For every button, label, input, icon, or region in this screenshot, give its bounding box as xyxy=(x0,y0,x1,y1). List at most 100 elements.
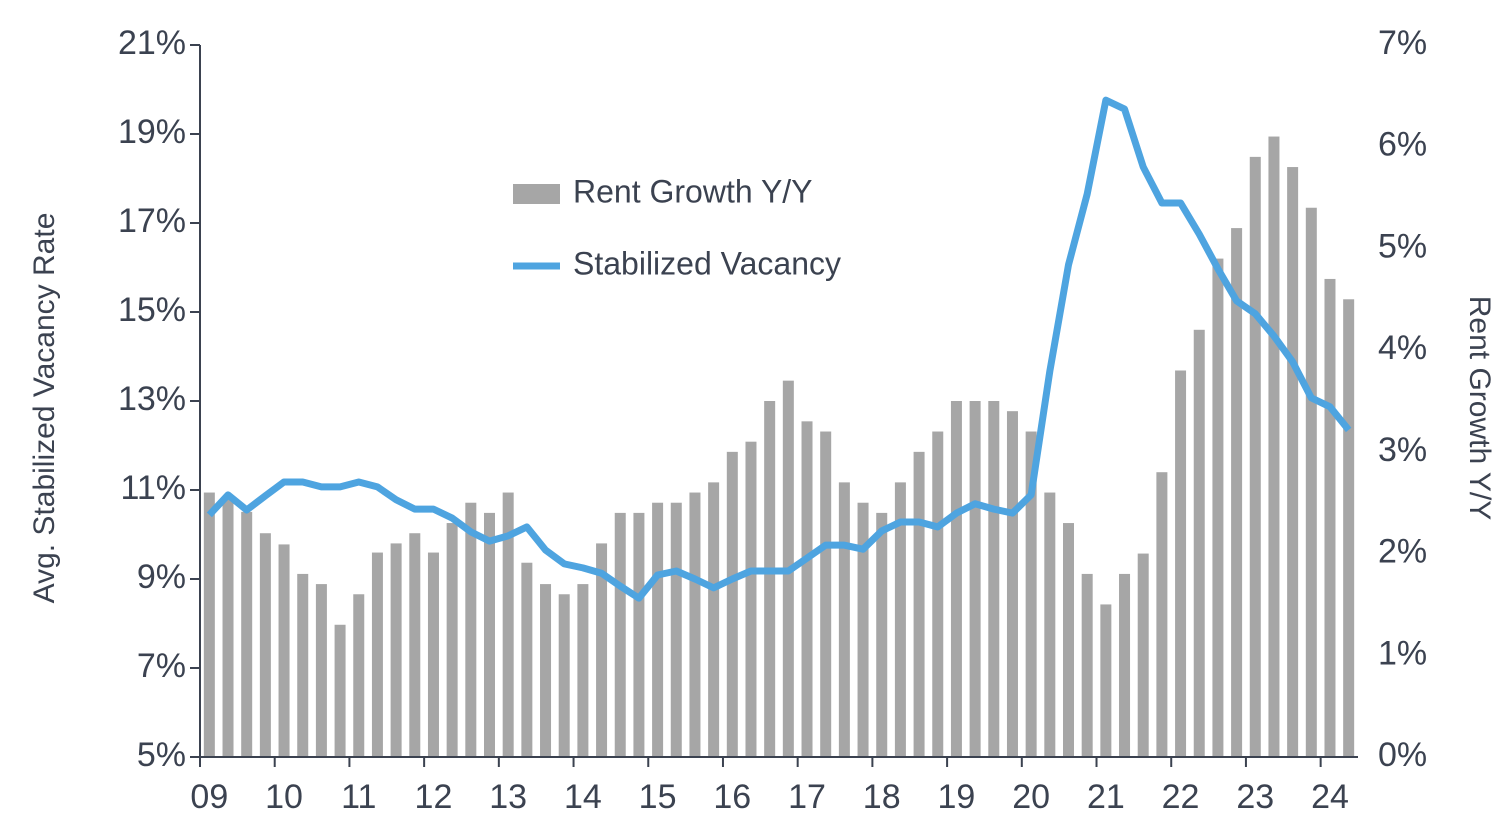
bar xyxy=(353,594,365,757)
bar xyxy=(1156,472,1168,757)
y-axis-title: Avg. Stabilized Vacancy Rate xyxy=(28,213,61,604)
x-tick-label: 19 xyxy=(938,778,976,816)
x-tick-label: 12 xyxy=(415,778,453,816)
x-tick-label: 22 xyxy=(1162,778,1200,816)
x-tick-label: 17 xyxy=(788,778,826,816)
bar xyxy=(838,482,850,757)
bar xyxy=(427,552,439,757)
bar xyxy=(1025,431,1037,757)
line xyxy=(206,96,1352,602)
x-tick-label: 21 xyxy=(1087,778,1125,816)
y2-tick-label: 4% xyxy=(1378,329,1427,367)
bar xyxy=(278,544,290,757)
y2-tick-label: 7% xyxy=(1378,24,1427,62)
bar xyxy=(596,543,608,757)
y-tick-label: 9% xyxy=(137,558,186,596)
bar xyxy=(1305,207,1317,757)
bar xyxy=(801,421,813,757)
y2-tick-label: 2% xyxy=(1378,533,1427,571)
x-tick-label: 16 xyxy=(713,778,751,816)
bar xyxy=(1193,329,1205,757)
bar xyxy=(1231,228,1243,758)
y-tick-label: 7% xyxy=(137,647,186,685)
bar xyxy=(1287,167,1299,758)
bar xyxy=(950,401,962,757)
bar xyxy=(876,512,888,757)
bar xyxy=(1175,370,1187,757)
x-tick-label: 18 xyxy=(863,778,901,816)
bar xyxy=(1137,553,1149,757)
bar xyxy=(241,511,253,757)
bar xyxy=(1268,136,1280,758)
x-tick-label: 14 xyxy=(564,778,602,816)
y-tick-label: 15% xyxy=(118,291,186,329)
bar xyxy=(1100,604,1112,757)
y2-tick-label: 6% xyxy=(1378,126,1427,164)
bar xyxy=(969,401,981,757)
bar xyxy=(1343,299,1355,757)
bar xyxy=(913,451,925,757)
bar xyxy=(857,502,869,757)
bar xyxy=(409,533,421,757)
bar xyxy=(1006,411,1018,757)
legend-label: Stabilized Vacancy xyxy=(573,245,841,281)
bar xyxy=(446,523,458,757)
bar xyxy=(1063,523,1074,757)
bar xyxy=(558,594,570,757)
y2-tick-label: 3% xyxy=(1378,431,1427,469)
y-tick-label: 11% xyxy=(120,469,186,507)
bar xyxy=(577,584,589,757)
bar xyxy=(1324,278,1336,757)
x-tick-label: 15 xyxy=(639,778,677,816)
y-tick-label: 21% xyxy=(118,24,186,62)
bar xyxy=(1119,573,1131,757)
bar xyxy=(652,502,664,757)
bar xyxy=(745,441,757,757)
x-tick-label: 24 xyxy=(1311,778,1349,816)
bar xyxy=(708,482,720,757)
bar xyxy=(764,401,776,757)
legend-swatch xyxy=(513,184,560,204)
y-tick-label: 19% xyxy=(118,113,186,151)
y-tick-label: 13% xyxy=(118,380,186,418)
bar xyxy=(633,512,645,757)
bar xyxy=(297,573,309,757)
x-tick-label: 20 xyxy=(1012,778,1050,816)
y-tick-label: 17% xyxy=(118,202,186,240)
bar xyxy=(222,497,234,757)
bar xyxy=(988,401,1000,757)
bar xyxy=(371,552,383,757)
bar xyxy=(502,492,514,757)
x-tick-label: 13 xyxy=(489,778,527,816)
bar xyxy=(1081,573,1093,757)
x-tick-label: 11 xyxy=(341,778,376,816)
bar xyxy=(465,502,477,757)
bar xyxy=(484,512,495,757)
x-tick-label: 23 xyxy=(1236,778,1274,816)
bar xyxy=(334,624,346,757)
bar xyxy=(689,492,701,757)
bar xyxy=(614,512,626,757)
y-tick-label: 5% xyxy=(137,736,186,774)
x-tick-label: 10 xyxy=(265,778,303,816)
bar xyxy=(932,431,944,757)
bar xyxy=(540,584,552,757)
bar xyxy=(820,431,832,757)
bar xyxy=(521,562,533,757)
bar xyxy=(259,533,271,757)
bar xyxy=(1212,258,1224,757)
y2-tick-label: 0% xyxy=(1378,736,1427,774)
legend-label: Rent Growth Y/Y xyxy=(573,173,813,209)
y2-tick-label: 5% xyxy=(1378,227,1427,265)
bar xyxy=(203,492,215,757)
bar xyxy=(1044,492,1056,757)
x-tick-label: 09 xyxy=(190,778,228,816)
bar xyxy=(894,482,906,757)
bar xyxy=(670,502,682,757)
bar xyxy=(390,543,402,757)
bar xyxy=(726,451,738,757)
y2-axis-title: Rent Growth Y/Y xyxy=(1463,296,1496,521)
bar xyxy=(1249,156,1261,757)
bar xyxy=(315,584,327,757)
